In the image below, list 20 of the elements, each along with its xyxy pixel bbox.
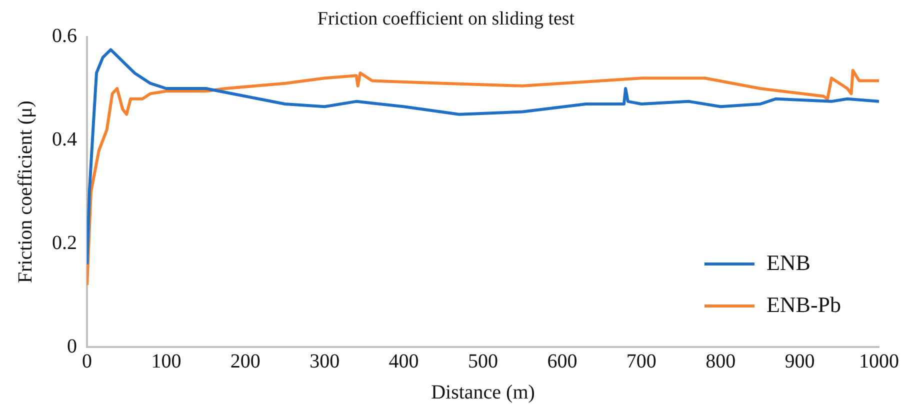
x-tick-label: 1000: [859, 350, 899, 372]
x-tick-label: 200: [230, 350, 260, 372]
x-tick-label: 100: [151, 350, 182, 372]
chart-title: Friction coefficient on sliding test: [317, 8, 576, 30]
x-tick-label: 600: [547, 350, 578, 372]
x-tick-label: 400: [388, 350, 419, 372]
y-tick-label: 0.4: [52, 128, 77, 150]
x-tick-label: 700: [626, 350, 656, 372]
x-tick-label: 300: [310, 350, 340, 372]
x-tick-label: 500: [468, 350, 498, 372]
y-tick-label: 0: [67, 335, 77, 358]
legend-label: ENB-Pb: [766, 292, 841, 317]
y-tick-label: 0.2: [52, 232, 77, 254]
legend-label: ENB: [766, 250, 810, 275]
x-tick-label: 800: [706, 350, 736, 372]
x-axis-title: Distance (m): [431, 381, 535, 404]
x-tick-label: 0: [82, 350, 92, 372]
y-tick-label: 0.6: [52, 25, 77, 48]
y-axis-title: Friction coefficient (μ): [14, 100, 36, 284]
x-tick-label: 900: [784, 350, 815, 372]
